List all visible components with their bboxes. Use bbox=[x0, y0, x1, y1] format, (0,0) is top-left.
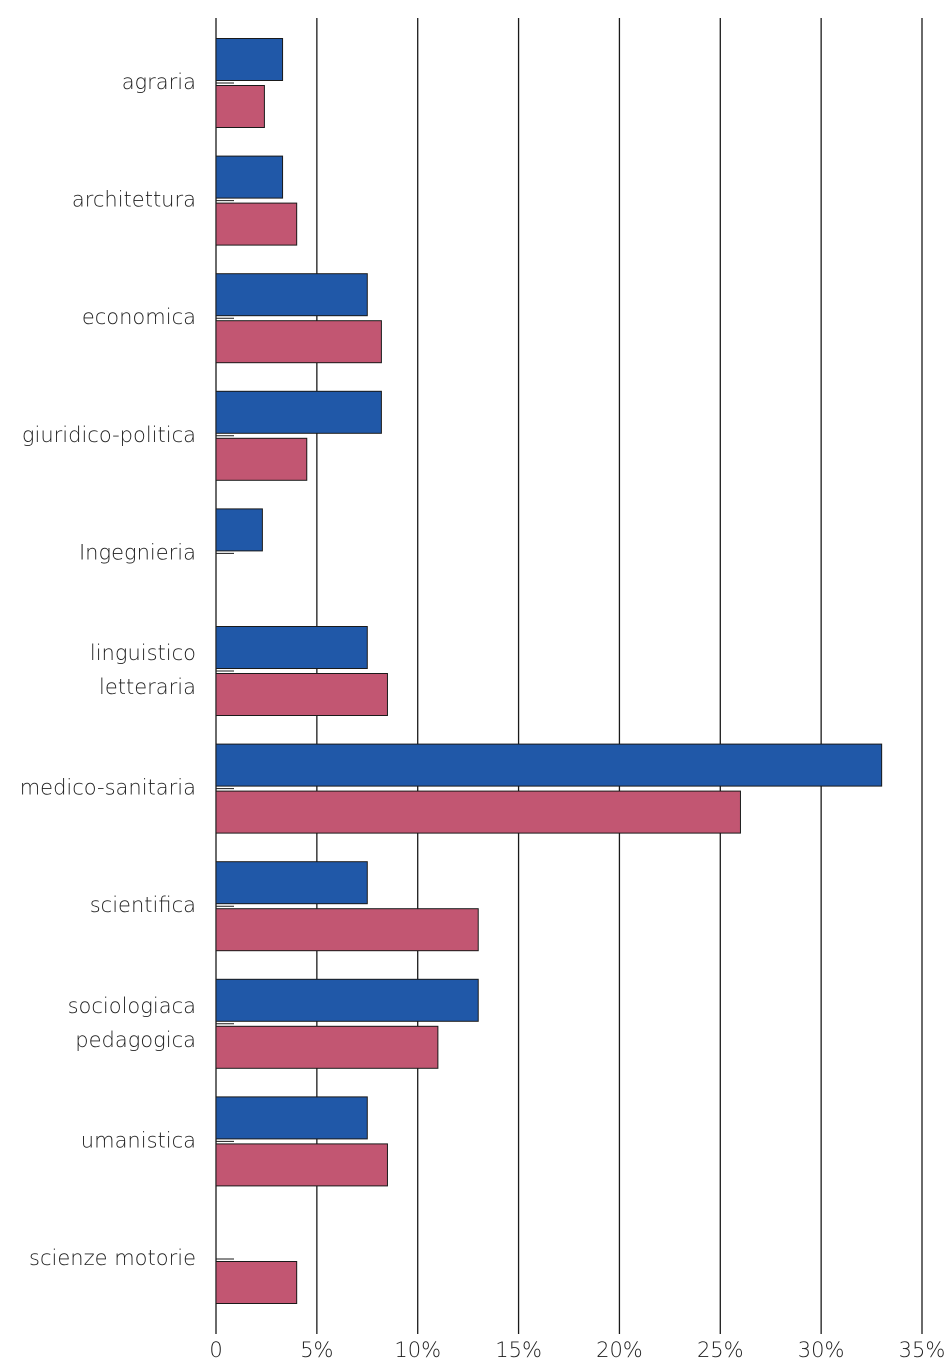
bar-blue-1 bbox=[215, 155, 284, 199]
x-tick-label-1: 5% bbox=[300, 1338, 333, 1362]
bar-pink-2 bbox=[215, 320, 382, 364]
category-label-8-1: pedagogica bbox=[75, 1028, 196, 1052]
x-tick-label-2: 10% bbox=[394, 1338, 441, 1362]
category-label-10: scienze motorie bbox=[29, 1246, 196, 1270]
x-tick-label-5: 25% bbox=[697, 1338, 744, 1362]
x-tick-label-6: 30% bbox=[798, 1338, 845, 1362]
x-tick-label-3: 15% bbox=[495, 1338, 542, 1362]
category-label-1: architettura bbox=[72, 188, 196, 212]
category-label-3: giuridico-politica bbox=[22, 423, 196, 447]
category-label-0: agraria bbox=[122, 70, 196, 94]
bar-blue-4 bbox=[215, 508, 263, 552]
bar-blue-2 bbox=[215, 273, 368, 317]
bar-pink-1 bbox=[215, 202, 298, 246]
bar-blue-6 bbox=[215, 743, 883, 787]
bar-pink-0 bbox=[215, 85, 265, 128]
gridlines bbox=[215, 18, 923, 1334]
bar-pink-5 bbox=[215, 673, 388, 716]
bar-blue-0 bbox=[215, 38, 284, 81]
category-label-7: scientifica bbox=[90, 893, 196, 917]
x-tick-label-0: 0 bbox=[209, 1338, 222, 1362]
x-tick-labels: 0 5% 10% 15% 20% 25% 30% 35% bbox=[209, 1338, 945, 1362]
bar-pink-8 bbox=[215, 1025, 439, 1069]
bars bbox=[215, 38, 883, 1304]
bar-pink-3 bbox=[215, 437, 308, 481]
x-tick-label-4: 20% bbox=[596, 1338, 643, 1362]
category-label-8-0: sociologiaca bbox=[68, 994, 196, 1018]
bar-pink-9 bbox=[215, 1143, 388, 1187]
category-label-5-0: linguistico bbox=[90, 641, 196, 665]
bar-blue-9 bbox=[215, 1096, 368, 1140]
bar-blue-7 bbox=[215, 861, 368, 905]
category-label-2: economica bbox=[82, 305, 196, 329]
bar-pink-7 bbox=[215, 908, 479, 952]
bar-blue-3 bbox=[215, 390, 382, 434]
x-tick-label-7: 35% bbox=[899, 1338, 946, 1362]
category-labels: agraria architettura economica giuridico-po… bbox=[20, 70, 196, 1270]
category-label-5-1: letteraria bbox=[99, 675, 196, 699]
category-label-6: medico-sanitaria bbox=[20, 776, 196, 800]
category-label-4: Ingegnieria bbox=[79, 540, 196, 564]
bar-pink-10 bbox=[215, 1261, 298, 1304]
bar-blue-5 bbox=[215, 626, 368, 669]
bar-blue-8 bbox=[215, 978, 479, 1022]
category-label-9: umanistica bbox=[81, 1128, 196, 1152]
bar-pink-6 bbox=[215, 790, 741, 834]
